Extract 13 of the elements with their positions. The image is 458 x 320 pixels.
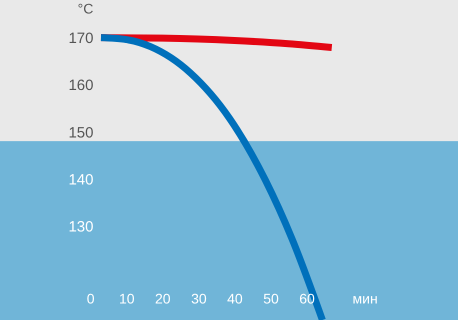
y-tick-label: 150 <box>68 124 94 142</box>
x-axis-title: мин <box>352 290 378 306</box>
x-tick-label: 0 <box>86 290 95 306</box>
x-tick-label: 50 <box>263 290 279 306</box>
x-tick-label: 10 <box>118 290 135 306</box>
y-tick-label: 130 <box>68 218 94 236</box>
y-tick-label: 140 <box>68 171 94 188</box>
y-tick-label: 170 <box>68 30 94 48</box>
y-tick-label: 160 <box>68 77 94 94</box>
x-tick-label: 30 <box>191 290 207 306</box>
x-tick-label: 40 <box>227 290 243 306</box>
y-axis-title: °C <box>78 0 94 16</box>
x-tick-label: 20 <box>154 290 171 306</box>
